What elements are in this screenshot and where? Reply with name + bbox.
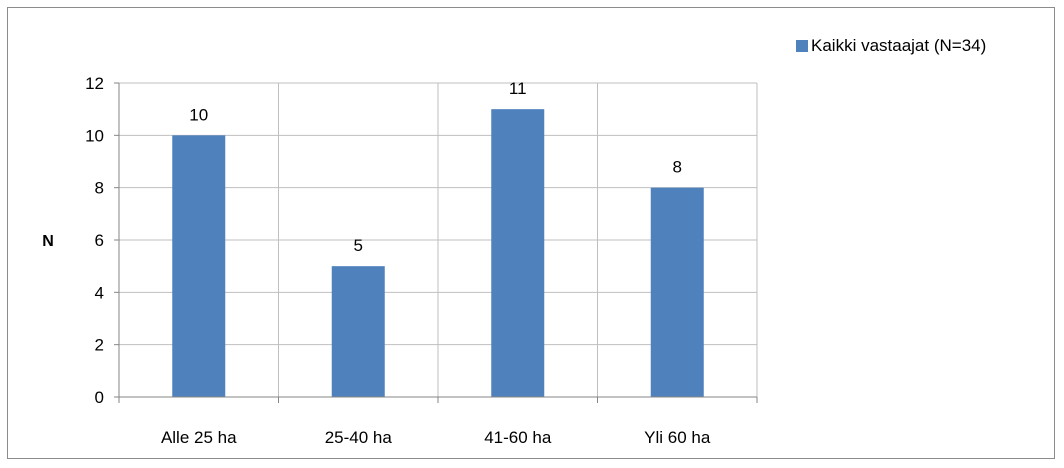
legend-swatch (796, 40, 808, 52)
y-tick-label: 4 (95, 283, 104, 302)
y-tick-label: 12 (85, 74, 104, 93)
bars (172, 109, 704, 398)
y-tick-label: 10 (85, 126, 104, 145)
data-label: 10 (189, 105, 208, 124)
data-label: 11 (509, 79, 527, 98)
x-tick-label: 41-60 ha (484, 428, 552, 447)
data-labels: 10 5 11 8 (189, 79, 682, 255)
y-tick-label: 0 (95, 388, 104, 407)
gridlines (119, 82, 758, 397)
x-tick-label: 25-40 ha (325, 428, 393, 447)
y-tick-label: 6 (95, 231, 104, 250)
bar (331, 266, 385, 397)
bar (650, 187, 704, 397)
y-axis-label: N (42, 233, 54, 250)
y-tick-label: 2 (95, 336, 104, 355)
data-label: 5 (354, 236, 363, 255)
x-tick-labels: Alle 25 ha 25-40 ha 41-60 ha Yli 60 ha (161, 428, 711, 447)
bar (172, 135, 226, 398)
y-tick-labels: 0 2 4 6 8 10 12 (85, 74, 104, 407)
x-tick-label: Alle 25 ha (161, 428, 237, 447)
y-tick-label: 8 (95, 179, 104, 198)
bar (491, 109, 545, 398)
axes (114, 82, 758, 403)
data-label: 8 (673, 158, 682, 177)
x-tick-label: Yli 60 ha (644, 428, 711, 447)
legend: Kaikki vastaajat (N=34) (796, 36, 986, 56)
legend-label: Kaikki vastaajat (N=34) (811, 36, 987, 55)
